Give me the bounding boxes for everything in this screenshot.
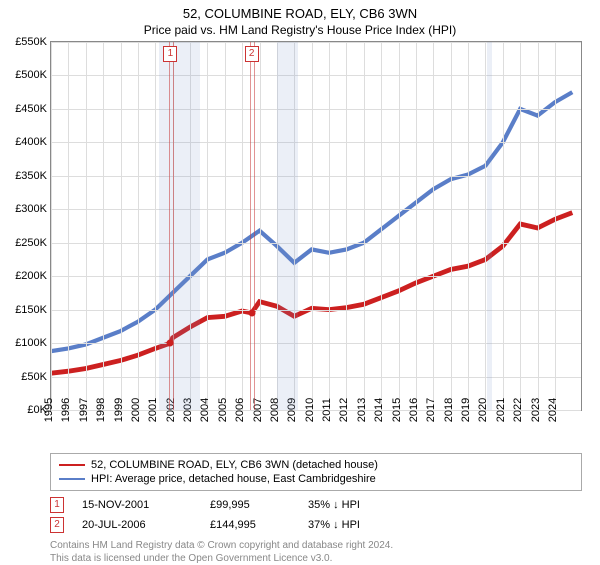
y-tick-label: £400K	[15, 136, 51, 148]
sale-delta: 35% ↓ HPI	[308, 499, 360, 511]
sale-marker-band	[169, 42, 174, 410]
sale-row: 1 15-NOV-2001 £99,995 35% ↓ HPI	[50, 495, 582, 515]
x-tick-label: 2010	[299, 398, 315, 422]
x-tick-label: 2006	[230, 398, 246, 422]
legend-item: 52, COLUMBINE ROAD, ELY, CB6 3WN (detach…	[59, 458, 573, 472]
y-tick-label: £200K	[15, 270, 51, 282]
x-tick-label: 2024	[543, 398, 559, 422]
shaded-band	[487, 42, 492, 410]
attribution-line: This data is licensed under the Open Gov…	[50, 552, 582, 565]
x-tick-label: 2023	[525, 398, 541, 422]
page-subtitle: Price paid vs. HM Land Registry's House …	[0, 21, 600, 41]
attribution: Contains HM Land Registry data © Crown c…	[50, 539, 582, 565]
sale-marker-badge: 2	[245, 46, 259, 62]
x-tick-label: 2000	[126, 398, 142, 422]
y-tick-label: £450K	[15, 103, 51, 115]
y-tick-label: £250K	[15, 237, 51, 249]
x-tick-label: 2015	[386, 398, 402, 422]
x-tick-label: 2005	[213, 398, 229, 422]
legend-swatch	[59, 464, 85, 466]
legend-item: HPI: Average price, detached house, East…	[59, 472, 573, 486]
legend-label: 52, COLUMBINE ROAD, ELY, CB6 3WN (detach…	[91, 459, 378, 471]
sale-price: £144,995	[210, 519, 290, 531]
x-tick-label: 2017	[421, 398, 437, 422]
x-tick-label: 2012	[334, 398, 350, 422]
x-tick-label: 2001	[143, 398, 159, 422]
page-title: 52, COLUMBINE ROAD, ELY, CB6 3WN	[0, 0, 600, 21]
legend-label: HPI: Average price, detached house, East…	[91, 473, 376, 485]
y-tick-label: £50K	[21, 371, 51, 383]
sale-row: 2 20-JUL-2006 £144,995 37% ↓ HPI	[50, 515, 582, 535]
sale-dot	[167, 340, 174, 347]
sale-badge: 2	[50, 517, 64, 533]
shaded-band	[159, 42, 201, 410]
sale-delta: 37% ↓ HPI	[308, 519, 360, 531]
x-tick-label: 2013	[352, 398, 368, 422]
y-tick-label: £500K	[15, 69, 51, 81]
x-tick-label: 1995	[39, 398, 55, 422]
legend-swatch	[59, 478, 85, 480]
sale-price: £99,995	[210, 499, 290, 511]
shaded-band	[277, 42, 298, 410]
x-tick-label: 2016	[404, 398, 420, 422]
x-tick-label: 2011	[317, 398, 333, 422]
x-tick-label: 2019	[456, 398, 472, 422]
y-tick-label: £150K	[15, 304, 51, 316]
y-tick-label: £100K	[15, 337, 51, 349]
y-tick-label: £300K	[15, 203, 51, 215]
attribution-line: Contains HM Land Registry data © Crown c…	[50, 539, 582, 552]
chart-container: 52, COLUMBINE ROAD, ELY, CB6 3WN Price p…	[0, 0, 600, 560]
x-tick-label: 2018	[438, 398, 454, 422]
x-tick-label: 1998	[91, 398, 107, 422]
sale-date: 15-NOV-2001	[82, 499, 192, 511]
x-tick-label: 2021	[491, 398, 507, 422]
sale-marker-band	[250, 42, 254, 410]
line-layer	[51, 42, 581, 410]
sales-table: 1 15-NOV-2001 £99,995 35% ↓ HPI 2 20-JUL-2006…	[50, 495, 582, 535]
x-tick-label: 1997	[74, 398, 90, 422]
sale-date: 20-JUL-2006	[82, 519, 192, 531]
x-tick-label: 1996	[56, 398, 72, 422]
sale-badge: 1	[50, 497, 64, 513]
y-tick-label: £350K	[15, 170, 51, 182]
x-tick-label: 2014	[369, 398, 385, 422]
sale-marker-badge: 1	[163, 46, 177, 62]
plot-region: £0K£50K£100K£150K£200K£250K£300K£350K£40…	[50, 41, 582, 411]
sale-dot	[248, 309, 255, 316]
y-tick-label: £550K	[15, 36, 51, 48]
x-tick-label: 2022	[508, 398, 524, 422]
legend: 52, COLUMBINE ROAD, ELY, CB6 3WN (detach…	[50, 453, 582, 491]
x-tick-label: 1999	[108, 398, 124, 422]
chart-area: £0K£50K£100K£150K£200K£250K£300K£350K£40…	[50, 41, 582, 411]
